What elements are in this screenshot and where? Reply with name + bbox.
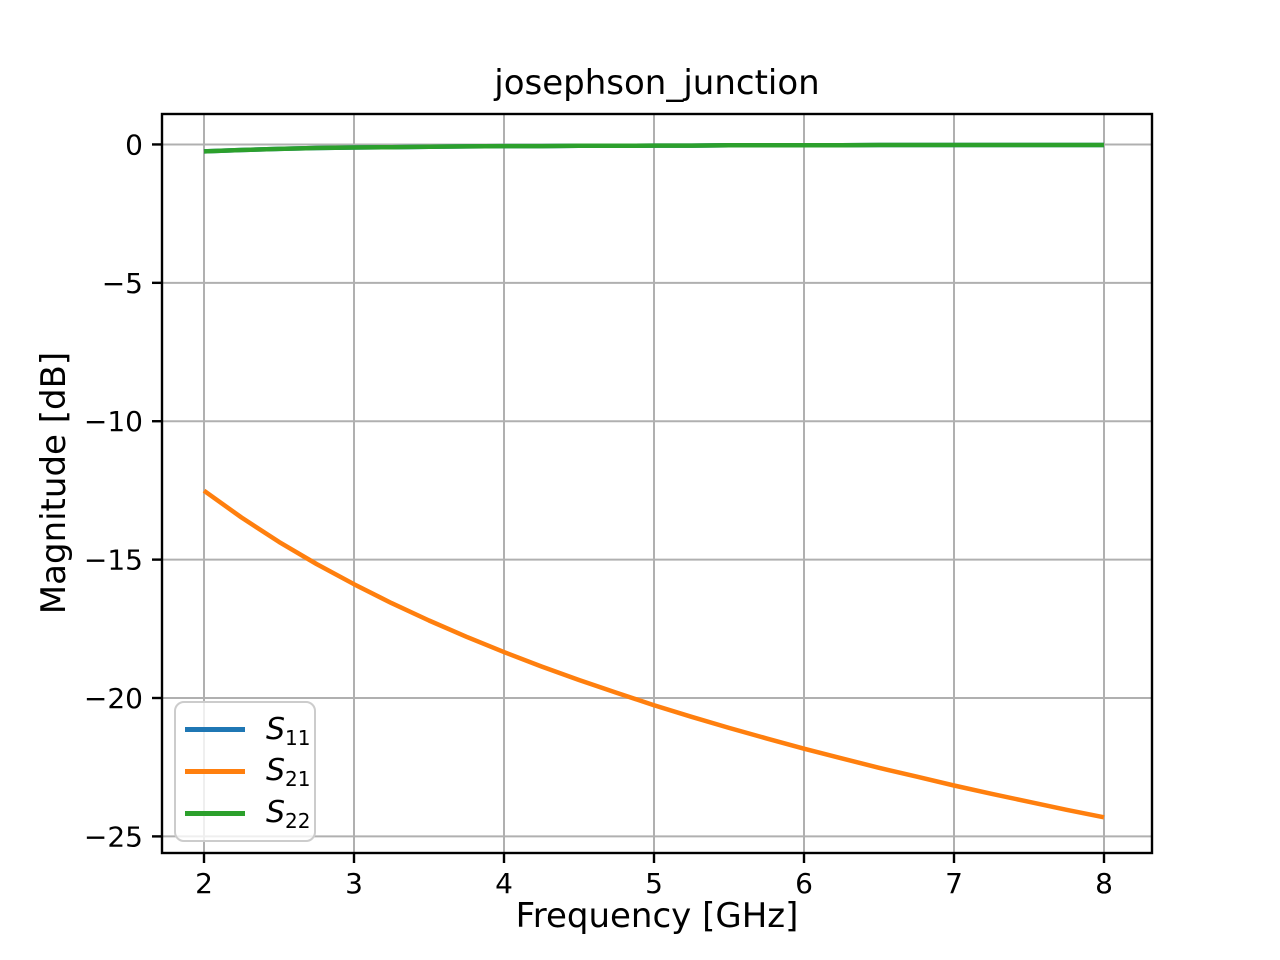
x-tick-label: 7 bbox=[945, 867, 963, 900]
y-tick-label: −20 bbox=[84, 682, 143, 715]
s11-line-swatch bbox=[185, 727, 245, 733]
legend-label-s11: S11 bbox=[266, 711, 311, 750]
legend-label-s21: S21 bbox=[266, 753, 311, 792]
x-tick-label: 2 bbox=[195, 867, 213, 900]
x-tick-label: 5 bbox=[645, 867, 663, 900]
y-tick-label: −25 bbox=[84, 820, 143, 853]
legend: S11 S21 S22 bbox=[174, 701, 316, 842]
s22-line-swatch bbox=[185, 810, 245, 816]
x-tick-label: 3 bbox=[345, 867, 363, 900]
s21-line-swatch bbox=[185, 768, 245, 774]
legend-label-s22: S22 bbox=[266, 795, 311, 834]
s21-curve bbox=[202, 488, 1105, 820]
y-tick-label: 0 bbox=[125, 128, 143, 161]
legend-entry-s22: S22 bbox=[184, 798, 311, 831]
y-tick-label: −5 bbox=[102, 267, 143, 300]
y-tick-label: −10 bbox=[84, 405, 143, 438]
x-tick-label: 8 bbox=[1095, 867, 1113, 900]
axes-spines bbox=[160, 112, 1154, 855]
x-axis-label: Frequency [GHz] bbox=[515, 896, 799, 936]
chart-title: josephson_junction bbox=[494, 63, 820, 103]
legend-entry-s21: S21 bbox=[184, 756, 311, 789]
y-tick-label: −15 bbox=[84, 544, 143, 577]
legend-entry-s11: S11 bbox=[184, 714, 311, 748]
y-axis-label: Magnitude [dB] bbox=[34, 351, 74, 615]
x-tick-label: 4 bbox=[495, 867, 513, 900]
x-tick-label: 6 bbox=[795, 867, 813, 900]
s22-curve bbox=[203, 142, 1104, 154]
